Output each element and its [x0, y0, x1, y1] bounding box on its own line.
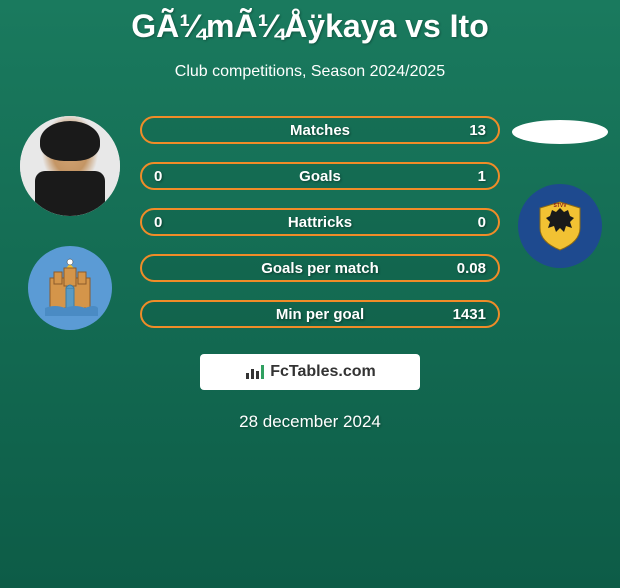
stat-right-value: 1 [436, 168, 486, 185]
left-column [10, 116, 130, 330]
page-title: GÃ¼mÃ¼Åÿkaya vs Ito [0, 8, 620, 45]
stat-left-value: 0 [154, 168, 204, 185]
club-logo-left [28, 246, 112, 330]
stat-left-value: 0 [154, 214, 204, 231]
eagle-crest-icon: STVV [532, 198, 588, 254]
stat-right-value: 0 [436, 214, 486, 231]
stat-row-goals-per-match: Goals per match 0.08 [140, 254, 500, 282]
stat-row-min-per-goal: Min per goal 1431 [140, 300, 500, 328]
stat-row-matches: Matches 13 [140, 116, 500, 144]
stat-right-value: 13 [436, 122, 486, 139]
stat-label: Matches [290, 122, 350, 139]
stat-label: Goals per match [261, 260, 379, 277]
stat-right-value: 0.08 [436, 260, 486, 277]
stat-row-hattricks: 0 Hattricks 0 [140, 208, 500, 236]
page-subtitle: Club competitions, Season 2024/2025 [0, 63, 620, 81]
stat-label: Goals [299, 168, 341, 185]
stat-row-goals: 0 Goals 1 [140, 162, 500, 190]
date-text: 28 december 2024 [0, 412, 620, 432]
content-wrapper: Matches 13 0 Goals 1 0 Hattricks 0 Goals… [0, 116, 620, 330]
stat-right-value: 1431 [436, 306, 486, 323]
brand-text: FcTables.com [270, 363, 376, 381]
stat-label: Min per goal [276, 306, 364, 323]
castle-icon [40, 258, 100, 318]
club-logo-right: STVV [518, 184, 602, 268]
face-placeholder-icon [20, 116, 120, 216]
right-column: STVV [510, 116, 610, 268]
player-placeholder-ellipse [512, 120, 608, 144]
brand-link[interactable]: FcTables.com [200, 354, 420, 390]
stats-column: Matches 13 0 Goals 1 0 Hattricks 0 Goals… [130, 116, 510, 328]
stat-label: Hattricks [288, 214, 352, 231]
chart-icon [244, 363, 266, 381]
svg-text:STVV: STVV [553, 203, 567, 209]
player-photo [20, 116, 120, 216]
